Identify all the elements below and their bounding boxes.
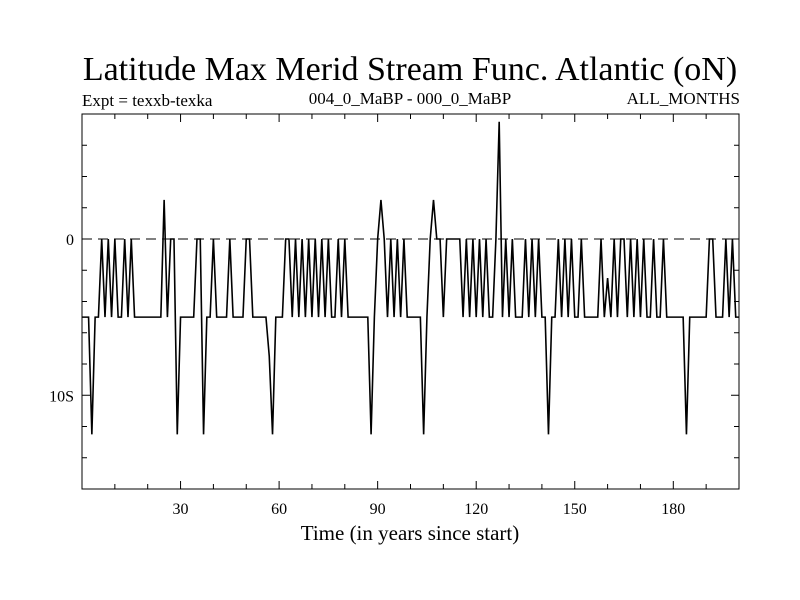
y-tick-label: 0	[66, 232, 74, 249]
x-tick-label: 120	[464, 501, 488, 518]
x-tick-label: 150	[563, 501, 587, 518]
chart-subtitle-center: 004_0_MaBP - 000_0_MaBP	[309, 89, 511, 108]
x-tick-label: 180	[661, 501, 685, 518]
y-tick-label: 10S	[49, 388, 74, 405]
x-axis: 30 60 90 120 150 180	[114, 114, 707, 518]
y-axis: 0 10S	[49, 144, 739, 459]
x-axis-label: Time (in years since start)	[301, 521, 520, 545]
x-tick-label: 60	[271, 501, 287, 518]
x-tick-label: 30	[173, 501, 189, 518]
series-line	[82, 121, 739, 435]
chart-subtitle-right: ALL_MONTHS	[627, 89, 740, 108]
x-tick-label: 90	[370, 501, 386, 518]
chart-subtitle-left: Expt = texxb-texka	[82, 91, 213, 110]
chart-title: Latitude Max Merid Stream Func. Atlantic…	[83, 51, 737, 88]
